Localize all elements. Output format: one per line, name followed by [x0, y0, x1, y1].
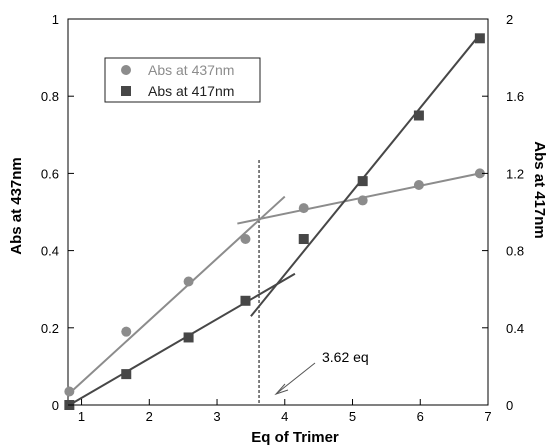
- data-point-437: [413, 179, 424, 190]
- x-axis-title: Eq of Trimer: [251, 429, 339, 446]
- x-tick-label: 4: [281, 409, 288, 424]
- legend-marker-437: [121, 65, 131, 75]
- y-left-tick-label: 0.2: [41, 321, 59, 336]
- x-tick-label: 7: [484, 409, 491, 424]
- legend-marker-417: [121, 86, 131, 96]
- y-right-tick-label: 0.4: [506, 321, 524, 336]
- data-point-417: [298, 234, 309, 245]
- right-axis-title: Abs at 417nm: [531, 141, 548, 239]
- data-point-437: [121, 326, 132, 337]
- data-point-417: [474, 33, 485, 44]
- y-right-tick-label: 1.2: [506, 166, 524, 181]
- y-right-tick-label: 2: [506, 12, 513, 27]
- data-point-437: [357, 195, 368, 206]
- data-point-417: [121, 369, 132, 380]
- data-point-417: [240, 295, 251, 306]
- data-point-437: [240, 234, 251, 245]
- x-tick-label: 5: [349, 409, 356, 424]
- x-tick-label: 1: [78, 409, 85, 424]
- annotation-arrow-line: [275, 362, 316, 395]
- data-point-417: [357, 176, 368, 187]
- y-right-tick-label: 0: [506, 398, 513, 413]
- data-point-417: [183, 332, 194, 343]
- plot-frame: [67, 18, 489, 406]
- legend-label-437: Abs at 437nm: [148, 62, 234, 78]
- fit-line-3: [68, 272, 296, 406]
- legend-label-417: Abs at 417nm: [148, 83, 234, 99]
- y-left-tick-label: 0.8: [41, 89, 59, 104]
- data-point-437: [64, 386, 75, 397]
- x-tick-label: 2: [146, 409, 153, 424]
- left-axis-title: Abs at 437nm: [8, 157, 25, 255]
- y-left-tick-label: 0.4: [41, 244, 59, 259]
- x-tick-label: 3: [213, 409, 220, 424]
- legend: Abs at 437nm Abs at 417nm: [104, 57, 261, 103]
- y-left-tick-label: 1: [52, 12, 59, 27]
- data-point-437: [474, 168, 485, 179]
- fit-line-4: [250, 33, 481, 317]
- fit-line-1: [68, 195, 286, 395]
- y-right-tick-label: 0.8: [506, 244, 524, 259]
- annotation-arrowhead: [274, 383, 289, 396]
- data-point-437: [298, 203, 309, 214]
- annotation: 3.62 eq: [274, 349, 369, 396]
- annotation-text: 3.62 eq: [322, 349, 369, 365]
- x-tick-label: 6: [417, 409, 424, 424]
- y-left-tick-label: 0: [52, 398, 59, 413]
- y-right-tick-label: 1.6: [506, 89, 524, 104]
- data-marks: [64, 33, 485, 410]
- data-point-437: [183, 276, 194, 287]
- data-point-417: [413, 110, 424, 121]
- fit-lines: [68, 33, 481, 406]
- y-left-tick-label: 0.6: [41, 166, 59, 181]
- plot-area: [67, 18, 489, 406]
